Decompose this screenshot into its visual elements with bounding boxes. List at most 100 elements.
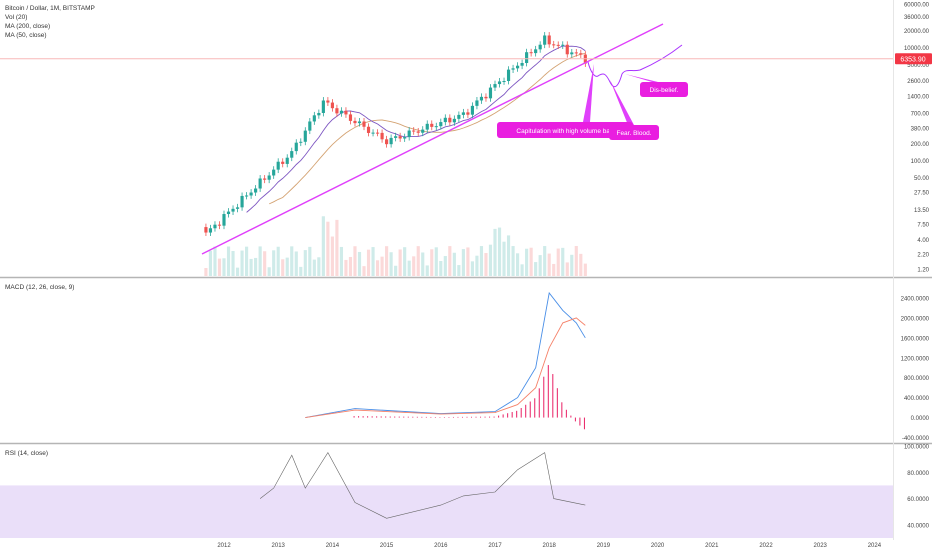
time-tick-label: 2024 — [868, 543, 882, 549]
volume-bar — [398, 249, 402, 276]
volume-bar — [366, 249, 371, 276]
price-candles[interactable] — [204, 32, 587, 236]
volume-bar — [506, 235, 511, 276]
rsi-tick-label: 100.0000 — [904, 445, 930, 451]
price-tick-label: 10000.00 — [904, 46, 930, 52]
price-tick-label: 1400.00 — [907, 94, 929, 100]
candle-body — [281, 161, 285, 164]
candle-body — [357, 121, 362, 124]
candle-body — [403, 137, 407, 139]
candle-body — [556, 44, 560, 46]
candle-body — [520, 63, 524, 66]
callout-text: Fear. Blood. — [616, 130, 651, 137]
candle-body — [249, 192, 253, 196]
ma200-study-label[interactable]: MA (200, close) — [5, 23, 50, 30]
volume-bar — [258, 246, 262, 276]
candle-body — [529, 52, 533, 54]
candle-body — [443, 117, 447, 123]
volume-bar — [488, 244, 493, 276]
candle-body — [516, 65, 520, 69]
volume-bar — [276, 246, 280, 276]
volume-study-label[interactable]: Vol (20) — [5, 14, 27, 21]
candle-body — [434, 126, 438, 128]
price-tick-label: 36000.00 — [904, 15, 930, 21]
price-tick-label: 100.00 — [911, 159, 930, 165]
volume-bar — [394, 265, 398, 276]
candle-body — [466, 112, 470, 115]
price-tick-label: 20000.00 — [904, 29, 930, 35]
price-axis[interactable]: 60000.00 36000.00 20000.00 10000.00 5000.00 2… — [901, 2, 930, 529]
candle-body — [561, 44, 565, 46]
volume-bar — [263, 251, 267, 276]
rsi-study-label[interactable]: RSI (14, close) — [5, 450, 48, 457]
annotation-capitulation[interactable]: Capitulation with high volume bar. — [497, 122, 633, 138]
volume-bar — [543, 246, 547, 276]
user-drawings[interactable] — [201, 23, 683, 255]
volume-bar — [348, 256, 353, 276]
volume-bar — [552, 263, 556, 276]
candle-body — [254, 188, 258, 193]
symbol-title[interactable]: Bitcoin / Dollar, 1M, BITSTAMP — [5, 5, 95, 12]
candle-body — [574, 52, 578, 54]
time-axis[interactable]: 2012 2013 2014 2015 2016 2017 2018 2019 2020 2021… — [217, 543, 881, 549]
volume-bar — [375, 260, 380, 276]
candle-body — [484, 96, 488, 99]
candle-body — [439, 122, 443, 127]
volume-bar — [547, 253, 551, 276]
time-tick-label: 2016 — [434, 543, 448, 549]
volume-bar — [222, 258, 226, 276]
volume-bar — [412, 256, 416, 276]
ma50-line — [246, 45, 586, 213]
annotation-fear[interactable]: Fear. Blood. — [609, 125, 659, 140]
volume-bar — [344, 259, 348, 276]
candle-body — [534, 49, 538, 54]
candle-body — [457, 114, 461, 119]
time-tick-label: 2018 — [543, 543, 557, 549]
candle-body — [217, 224, 222, 226]
time-tick-label: 2013 — [272, 543, 286, 549]
candle-body — [506, 69, 511, 82]
volume-bar — [357, 251, 362, 276]
volume-bar — [226, 246, 231, 276]
macd-study-label[interactable]: MACD (12, 26, close, 9) — [5, 284, 74, 291]
volume-bar — [457, 265, 461, 276]
macd-line — [305, 291, 586, 419]
candle-body — [226, 211, 231, 215]
candle-body — [488, 87, 493, 99]
candle-body — [525, 52, 529, 64]
volume-bar — [570, 254, 574, 276]
candle-body — [389, 137, 393, 145]
candle-body — [565, 44, 569, 55]
candle-body — [267, 175, 271, 180]
price-tick-label: 1.20 — [917, 267, 929, 273]
volume-bar — [556, 248, 560, 276]
candle-body — [317, 112, 321, 116]
rsi-line — [259, 452, 586, 519]
volume-bar — [281, 259, 285, 276]
volume-bar — [484, 253, 488, 276]
volume-bar — [565, 262, 569, 276]
annotation-disbelief[interactable]: Dis-belief. — [640, 82, 688, 97]
volume-bar — [204, 268, 208, 276]
candle-body — [570, 52, 574, 55]
candle-body — [375, 132, 380, 134]
volume-bar — [380, 256, 384, 276]
callout-box — [497, 122, 633, 138]
volume-bar — [470, 261, 474, 276]
volume-bar — [371, 247, 375, 276]
candle-body — [321, 100, 325, 113]
volume-histogram — [204, 216, 587, 276]
candle-body — [470, 105, 474, 115]
ma50-study-label[interactable]: MA (50, close) — [5, 32, 47, 39]
candle-body — [430, 123, 434, 127]
volume-bar — [430, 249, 434, 276]
candle-body — [335, 108, 339, 114]
volume-bar — [583, 263, 587, 276]
candle-body — [290, 151, 294, 158]
macd-panel-plot — [305, 291, 586, 430]
candle-body — [326, 100, 330, 103]
pointer-fear — [610, 80, 634, 125]
candle-body — [276, 161, 280, 170]
volume-bar — [421, 252, 425, 276]
